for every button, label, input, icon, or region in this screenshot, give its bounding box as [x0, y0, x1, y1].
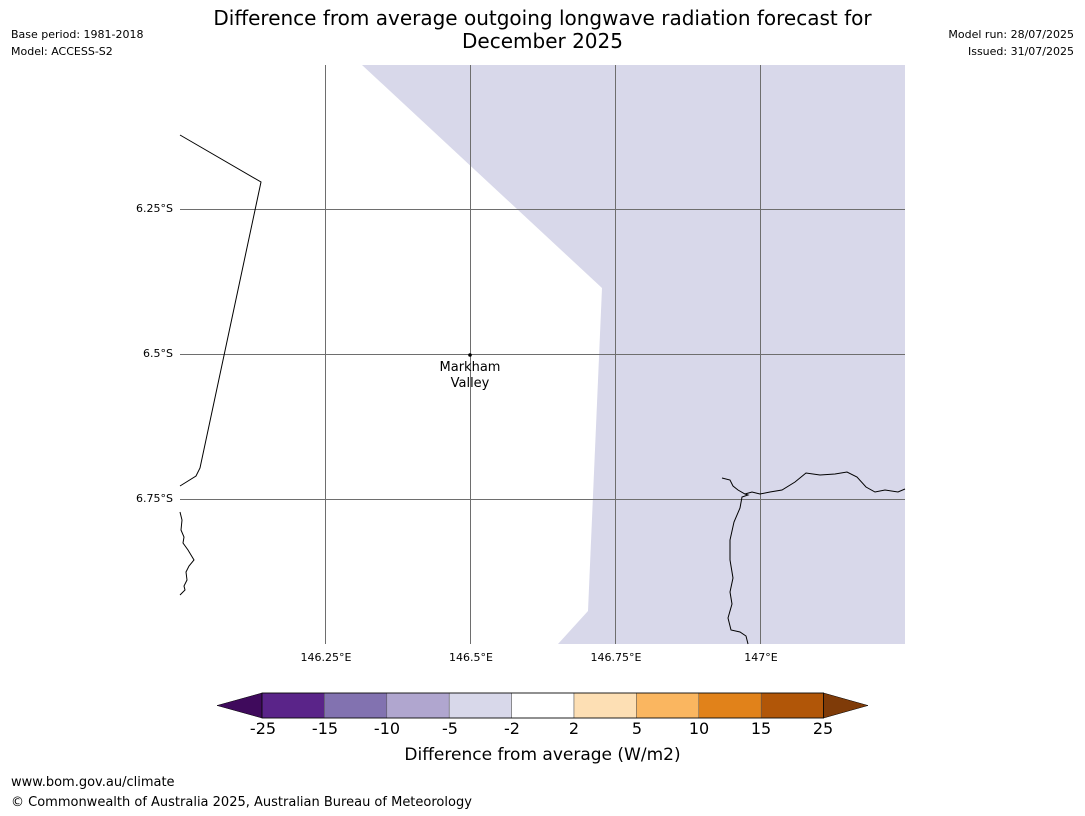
colorbar-frame	[261, 692, 824, 719]
colorbar-segment	[448, 692, 512, 719]
graticule	[180, 65, 905, 644]
coastline-west-fragment	[179, 511, 195, 596]
colorbar-tick-1: -15	[311, 719, 339, 738]
colorbar-segment	[324, 692, 388, 719]
base-period: Base period: 1981-2018	[11, 28, 144, 41]
coastline-northeast	[744, 471, 906, 495]
map-title: Difference from average outgoing longwav…	[0, 7, 1085, 53]
colorbar-segment	[573, 692, 637, 719]
coastlines	[179, 134, 906, 645]
place-label: Markham Valley	[420, 360, 520, 392]
colorbar-tick-9: 25	[812, 719, 834, 738]
colorbar-tick-5: 2	[568, 719, 580, 738]
colorbar-extend-low	[216, 692, 263, 719]
colorbar-tick-4: -2	[504, 719, 520, 738]
meta-left: Base period: 1981-2018 Model: ACCESS-S2	[11, 26, 143, 60]
place-label-line-2: Valley	[450, 376, 490, 391]
boundary-line-west	[179, 134, 262, 487]
footer-url: www.bom.gov.au/climate	[11, 775, 175, 790]
meta-right: Model run: 28/07/2025 Issued: 31/07/2025	[948, 26, 1074, 60]
lat-label-6-25: 6.25°S	[136, 202, 173, 215]
place-label-line-1: Markham	[439, 360, 501, 375]
issued-date: Issued: 31/07/2025	[967, 45, 1074, 58]
model-name: Model: ACCESS-S2	[11, 45, 113, 58]
lon-label-147: 147°E	[744, 651, 778, 664]
footer-copyright: © Commonwealth of Australia 2025, Austra…	[11, 795, 472, 810]
colorbar-extend-high	[823, 692, 869, 719]
model-run: Model run: 28/07/2025	[948, 28, 1074, 41]
coastline-east	[721, 477, 750, 645]
title-line-1: Difference from average outgoing longwav…	[213, 6, 872, 30]
lon-label-146-25: 146.25°E	[300, 651, 352, 664]
lon-label-146-5: 146.5°E	[449, 651, 493, 664]
colorbar-tick-3: -5	[442, 719, 458, 738]
colorbar-segment	[261, 692, 325, 719]
colorbar-tick-6: 5	[631, 719, 643, 738]
colorbar-segment	[698, 692, 762, 719]
colorbar-label: Difference from average (W/m2)	[404, 745, 681, 765]
lat-label-6-75: 6.75°S	[136, 492, 173, 505]
colorbar	[216, 692, 869, 719]
location-marker	[468, 353, 472, 357]
colorbar-tick-7: 10	[688, 719, 710, 738]
colorbar-segment	[511, 692, 575, 719]
colorbar-tick-8: 15	[750, 719, 772, 738]
colorbar-segment	[386, 692, 450, 719]
colorbar-segment	[636, 692, 700, 719]
colorbar-tick-0: -25	[249, 719, 277, 738]
lat-label-6-5: 6.5°S	[143, 347, 173, 360]
lon-label-146-75: 146.75°E	[590, 651, 642, 664]
title-line-2: December 2025	[462, 29, 623, 53]
colorbar-segment	[760, 692, 824, 719]
colorbar-tick-2: -10	[373, 719, 401, 738]
